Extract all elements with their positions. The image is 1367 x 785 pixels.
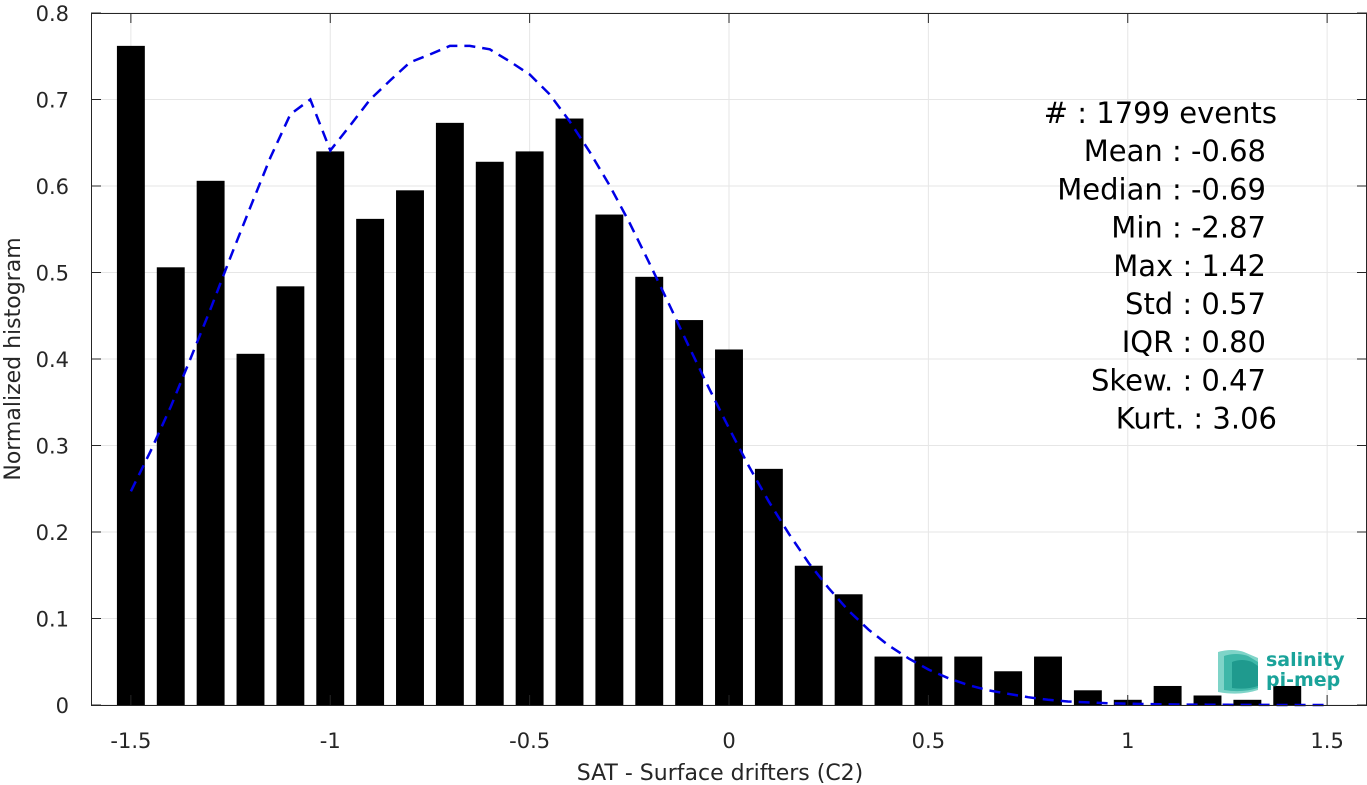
x-tick-label: -1 [320,729,341,753]
y-tick-label: 0.1 [36,608,69,632]
histogram-bar [874,656,903,705]
x-axis-ticks: -1.5 -1 -0.5 0 0.5 1 1.5 [110,13,1344,753]
histogram-bar [794,565,823,705]
histogram-bar [675,320,704,705]
y-tick-label: 0.6 [36,175,69,199]
y-tick-label: 0.2 [36,521,69,545]
logo-line-2: pi-mep [1266,669,1340,691]
x-tick-label: 1.5 [1310,729,1343,753]
histogram-bar [276,286,305,705]
y-tick-label: 0 [56,694,69,718]
histogram-bar [834,594,863,705]
histogram-bar [515,151,544,705]
x-tick-label: -0.5 [509,729,550,753]
stat-line: Std : 0.57 [1125,287,1266,321]
histogram-bar [754,468,783,705]
stat-line: Mean : -0.68 [1084,134,1266,168]
histogram-bar [356,218,385,705]
stat-line: Median : -0.69 [1057,172,1266,206]
stat-line: Min : -2.87 [1111,211,1266,245]
stat-line: Skew. : 0.47 [1091,363,1266,397]
histogram-bar [475,161,504,705]
y-axis-label: Normalized histogram [1,237,26,480]
histogram-bar [196,180,225,705]
stat-line: # : 1799 events [1044,96,1277,130]
y-tick-label: 0.8 [36,2,69,26]
histogram-bar [1153,685,1182,705]
y-tick-label: 0.5 [36,262,69,286]
y-axis-ticks: 0 0.1 0.2 0.3 0.4 0.5 0.6 0.7 0.8 [36,2,1367,718]
stat-line: Max : 1.42 [1113,249,1266,283]
logo-graphic [1218,650,1258,694]
histogram-bar [1034,656,1062,705]
statistics-box: # : 1799 events Mean : -0.68 Median : -0.6… [1044,96,1277,436]
histogram-bar [635,276,664,705]
histogram-bar [1193,695,1222,705]
histogram-bar [156,267,185,705]
histogram-bar [595,214,624,706]
fit-curve-line [129,44,1328,707]
x-axis-label: SAT - Surface drifters (C2) [577,761,864,785]
x-tick-label: 0 [722,729,735,753]
histogram-bar [236,353,265,705]
histogram-bar [316,151,345,705]
stat-line: Kurt. : 3.06 [1116,402,1277,436]
histogram-bar [994,671,1023,705]
histogram-bar [555,118,584,705]
histogram-bar [1273,685,1302,705]
histogram-bar [116,45,145,706]
histogram-bar [396,190,424,705]
y-tick-label: 0.4 [36,348,69,372]
x-tick-label: 0.5 [912,729,945,753]
histogram-bar [715,349,743,705]
stat-line: IQR : 0.80 [1122,325,1266,359]
x-tick-label: -1.5 [110,729,151,753]
histogram-bars [116,45,1302,706]
logo-line-1: salinity [1266,649,1345,671]
x-tick-label: 1 [1121,729,1134,753]
salinity-pi-mep-logo: salinity pi-mep [1218,649,1345,694]
histogram-bar [435,122,464,706]
y-tick-label: 0.3 [36,435,69,459]
histogram-bar [1233,699,1262,705]
normal-fit-curve [129,44,1328,707]
y-tick-label: 0.7 [36,89,69,113]
